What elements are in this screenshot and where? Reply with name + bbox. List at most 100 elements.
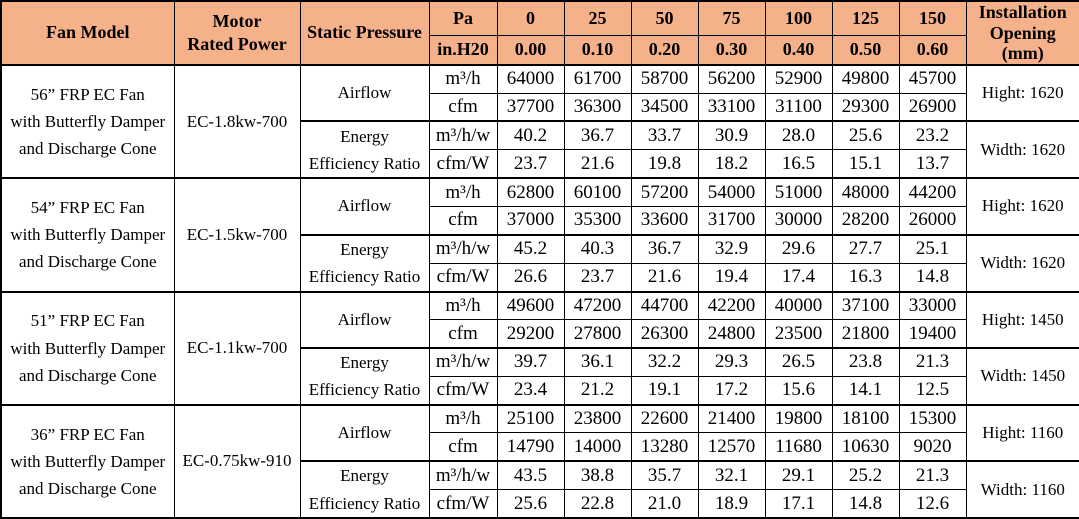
fan-model-cell-line: and Discharge Cone xyxy=(18,139,157,159)
fan-model-cell-line: and Discharge Cone xyxy=(18,478,157,498)
unit-cfmw-cell: cfm/W xyxy=(428,262,498,293)
fan-model-cell-line: 36” FRP EC Fan xyxy=(30,424,145,444)
eer-m3hw-value: 25.1 xyxy=(898,233,967,264)
eer-m3hw-value: 26.5 xyxy=(764,346,833,377)
airflow-m3h-value: 22600 xyxy=(630,403,699,434)
opening-width-cell: Width: 1160 xyxy=(965,460,1079,519)
airflow-cfm-value: 24800 xyxy=(697,319,766,349)
eer-m3hw-value: 30.9 xyxy=(697,120,766,151)
eer-cfmw-value: 18.9 xyxy=(697,489,766,519)
airflow-cfm-value: 26000 xyxy=(898,205,967,236)
eer-m3hw-value: 27.7 xyxy=(831,233,900,264)
airflow-m3h-value: 49600 xyxy=(496,290,565,321)
airflow-label-cell: Airflow xyxy=(299,64,430,122)
opening-height-cell: Hight: 1160 xyxy=(965,403,1079,462)
eer-m3hw-value: 38.8 xyxy=(563,460,632,491)
airflow-m3h-value: 54000 xyxy=(697,177,766,207)
eer-m3hw-value: 35.7 xyxy=(630,460,699,491)
fan-model-cell-line: 51” FRP EC Fan xyxy=(30,311,145,331)
spec-row: Energy Efficiency Ratio m³/h/w 43.5 38.8 35.7… xyxy=(1,460,1079,519)
airflow-m3h-value: 44200 xyxy=(898,177,967,207)
eer-m3hw-value: 29.6 xyxy=(764,233,833,264)
unit-cfm-cell: cfm xyxy=(428,205,498,236)
unit-m3hw-cell: m³/h/w xyxy=(428,233,498,264)
table-header: Fan Model Motor Rated Power Static Press… xyxy=(0,0,1079,67)
airflow-cfm-value: 29300 xyxy=(831,92,900,122)
spec-row: Energy Efficiency Ratio m³/h/w 39.7 36.1 32.2… xyxy=(1,346,1079,406)
opening-height-cell: Hight: 1620 xyxy=(965,64,1079,122)
airflow-cfm-value: 10630 xyxy=(831,432,900,462)
spec-row: 56” FRP EC Fan with Butterfly Damper and D… xyxy=(0,64,1079,179)
header-pa-value-75: 75 xyxy=(697,0,766,36)
eer-m3hw-value: 36.7 xyxy=(630,233,699,264)
unit-m3h-cell: m³/h xyxy=(428,290,498,321)
eer-m3hw-value: 23.8 xyxy=(831,346,900,377)
header-pa-value-50: 50 xyxy=(630,0,699,36)
eer-cfmw-value: 21.6 xyxy=(630,262,699,293)
header-inh2o-value: 0.00 xyxy=(496,34,565,67)
spec-row: cfm/W 25.6 22.8 21.0 18.9 17.1 14.8 12.6 xyxy=(1,489,1079,519)
fan-model-cell-line: with Butterfly Damper xyxy=(10,451,166,471)
spec-row: Energy Efficiency Ratio m³/h/w 40.2 36.7 33.7… xyxy=(1,120,1079,179)
unit-cfm-cell: cfm xyxy=(428,319,498,349)
fan-model-cell-line: 54” FRP EC Fan xyxy=(30,198,145,218)
airflow-m3h-value: 64000 xyxy=(496,64,565,94)
airflow-label-cell: Airflow xyxy=(299,290,430,349)
header-inh2o-value: 0.50 xyxy=(831,34,900,67)
airflow-m3h-value: 58700 xyxy=(630,64,699,94)
eer-cfmw-value: 23.7 xyxy=(563,262,632,293)
eer-m3hw-value: 32.1 xyxy=(697,460,766,491)
fan-model-cell: 54” FRP EC Fan with Butterfly Damper and D… xyxy=(0,177,175,293)
airflow-cfm-value: 31700 xyxy=(697,205,766,236)
eer-m3hw-value: 40.2 xyxy=(496,120,565,151)
eer-m3hw-value: 29.3 xyxy=(697,346,766,377)
airflow-cfm-value: 33600 xyxy=(630,205,699,236)
header-pa-value-100: 100 xyxy=(764,0,833,36)
airflow-m3h-value: 25100 xyxy=(496,403,565,434)
spec-row: cfm 14790 14000 13280 12570 11680 10630 9020 xyxy=(1,432,1079,462)
eer-cfmw-value: 15.6 xyxy=(764,375,833,406)
eer-cfmw-value: 19.4 xyxy=(697,262,766,293)
eer-m3hw-value: 32.2 xyxy=(630,346,699,377)
eer-cfmw-value: 17.1 xyxy=(764,489,833,519)
unit-m3hw-cell: m³/h/w xyxy=(428,120,498,151)
unit-cfmw-cell: cfm/W xyxy=(428,149,498,179)
eer-cfmw-value: 26.6 xyxy=(496,262,565,293)
spec-row: cfm 29200 27800 26300 24800 23500 21800 19400 xyxy=(1,319,1079,349)
eer-cfmw-value: 14.1 xyxy=(831,375,900,406)
airflow-cfm-value: 23500 xyxy=(764,319,833,349)
spec-row: 36” FRP EC Fan with Butterfly Damper and D… xyxy=(0,403,1079,519)
header-static-pressure: Static Pressure xyxy=(299,0,430,67)
header-pa-value-25: 25 xyxy=(563,0,632,36)
eer-cfmw-value: 17.4 xyxy=(764,262,833,293)
eer-label-cell-line: Efficiency Ratio xyxy=(308,267,421,287)
eer-m3hw-value: 21.3 xyxy=(898,346,967,377)
airflow-cfm-value: 33100 xyxy=(697,92,766,122)
airflow-m3h-value: 52900 xyxy=(764,64,833,94)
eer-cfmw-value: 12.5 xyxy=(898,375,967,406)
eer-label-cell-line: Energy xyxy=(340,466,389,486)
eer-cfmw-value: 16.3 xyxy=(831,262,900,293)
airflow-m3h-value: 23800 xyxy=(563,403,632,434)
airflow-cfm-value: 26900 xyxy=(898,92,967,122)
header-inh2o-value: 0.20 xyxy=(630,34,699,67)
eer-m3hw-value: 23.2 xyxy=(898,120,967,151)
airflow-cfm-value: 14000 xyxy=(563,432,632,462)
airflow-cfm-value: 27800 xyxy=(563,319,632,349)
header-motor-line: Rated Power xyxy=(187,34,287,55)
spec-row: cfm 37000 35300 33600 31700 30000 28200 26000 xyxy=(1,205,1079,236)
fan-model-cell-line: and Discharge Cone xyxy=(18,252,157,272)
airflow-cfm-value: 29200 xyxy=(496,319,565,349)
eer-cfmw-value: 18.2 xyxy=(697,149,766,179)
airflow-label-cell: Airflow xyxy=(299,403,430,462)
airflow-m3h-value: 42200 xyxy=(697,290,766,321)
header-unit-inh2o: in.H20 xyxy=(428,34,498,67)
header-installation-line: (mm) xyxy=(1001,43,1044,64)
airflow-cfm-value: 35300 xyxy=(563,205,632,236)
airflow-cfm-value: 37000 xyxy=(496,205,565,236)
eer-m3hw-value: 32.9 xyxy=(697,233,766,264)
header-motor-rated-power: Motor Rated Power xyxy=(173,0,301,67)
opening-width-cell: Width: 1450 xyxy=(965,346,1079,406)
header-motor-line: Motor xyxy=(212,10,262,31)
